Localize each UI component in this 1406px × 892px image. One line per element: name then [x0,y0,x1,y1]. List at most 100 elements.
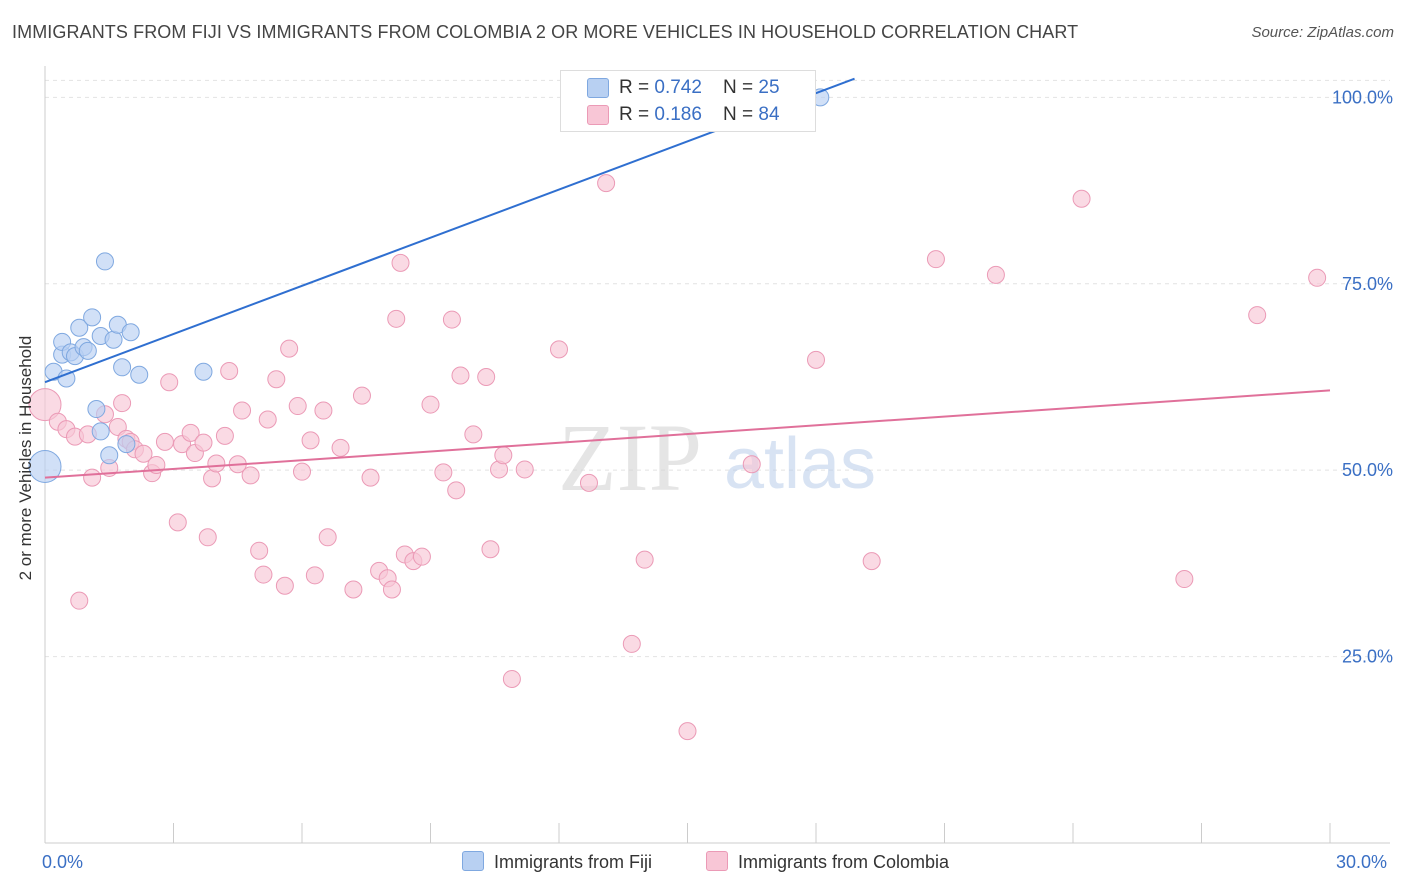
legend-item-colombia: Immigrants from Colombia [706,851,949,873]
y-tick-label-75: 75.0% [1342,274,1393,294]
colombia-point-65 [494,446,513,465]
colombia-point-10 [113,394,132,413]
colombia-point-46 [352,386,371,405]
colombia-point-67 [515,460,534,479]
fiji-point-7 [70,318,89,337]
colombia-point-36 [275,576,294,595]
fiji-point-22 [194,362,213,381]
colombia-point-41 [305,566,324,585]
legend-fiji-swatch [462,851,484,871]
colombia-point-51 [387,309,406,328]
colombia-point-33 [254,565,273,584]
colombia-point-37 [280,339,299,358]
colombia-point-78 [986,265,1005,284]
colombia-point-80 [1175,570,1194,589]
watermark: ZIP atlas [558,404,876,511]
colombia-point-68 [550,340,568,359]
y-axis-label: 2 or more Vehicles in Household [16,335,35,581]
colombia-point-66 [502,669,521,688]
watermark-zip: ZIP [558,404,702,511]
fiji-point-4 [57,369,76,388]
axes [44,66,1390,844]
fiji-point-20 [121,323,140,342]
colombia-point-77 [926,250,945,269]
colombia-point-76 [862,552,881,571]
colombia-point-60 [451,366,470,385]
fiji-point-9 [78,341,97,360]
colombia-stats-text: R = 0.186 N = 84 [619,104,780,126]
colombia-point-24 [198,528,217,547]
grid-lines [45,79,1390,658]
colombia-point-45 [344,580,363,599]
colombia-point-55 [412,547,431,566]
y-tick-label-50: 50.0% [1342,460,1393,480]
fiji-point-18 [113,358,132,377]
x-max-label: 30.0% [1336,852,1388,872]
colombia-point-58 [442,310,461,329]
fiji-r-label: R = [619,77,655,98]
colombia-point-43 [318,528,337,547]
colombia-point-56 [421,395,440,414]
colombia-point-18 [160,373,179,392]
chart-title: IMMIGRANTS FROM FIJI VS IMMIGRANTS FROM … [12,22,1079,42]
colombia-point-79 [1072,189,1091,208]
y-tick-labels: 25.0% 50.0% 75.0% 100.0% [1332,87,1393,666]
source-label: Source: ZipAtlas.com [1251,24,1394,41]
colombia-point-44 [331,438,350,457]
colombia-point-69 [579,473,598,492]
colombia-point-4 [70,591,89,610]
colombia-n-label: N = [723,104,759,125]
colombia-point-32 [250,541,269,560]
colombia-point-38 [288,397,307,416]
colombia-point-81 [1248,306,1267,325]
colombia-point-19 [168,513,187,532]
fiji-point-11 [87,400,106,419]
fiji-stats-text: R = 0.742 N = 25 [619,77,780,99]
colombia-point-17 [155,432,174,451]
fiji-point-21 [130,365,149,384]
colombia-point-28 [220,362,239,381]
fiji-r-value: 0.742 [654,77,702,98]
colombia-point-27 [215,426,234,445]
colombia-point-57 [434,463,453,482]
legend-fiji-label: Immigrants from Fiji [494,852,653,872]
stats-box: R = 0.742 N = 25 R = 0.186 N = 84 [560,70,816,132]
colombia-point-14 [134,444,153,463]
colombia-point-39 [293,462,311,481]
fiji-n-value: 25 [758,77,780,98]
colombia-point-50 [382,580,401,599]
colombia-point-0 [28,388,62,422]
colombia-point-25 [203,469,222,488]
colombia-point-47 [361,468,380,487]
colombia-point-40 [301,431,320,450]
colombia-r-label: R = [619,104,655,125]
colombia-point-52 [391,253,410,272]
colombia-r-value: 0.186 [654,104,702,125]
y-tick-label-100: 100.0% [1332,87,1393,107]
colombia-swatch [587,105,609,125]
colombia-point-72 [635,550,654,569]
colombia-point-73 [678,722,697,741]
legend: Immigrants from Fiji Immigrants from Col… [0,851,1406,877]
colombia-point-61 [464,425,483,444]
colombia-point-23 [194,433,213,452]
colombia-point-71 [622,634,641,653]
colombia-point-62 [477,367,496,386]
colombia-n-value: 84 [758,104,780,125]
colombia-point-6 [83,468,102,487]
fiji-point-12 [91,422,110,441]
colombia-point-34 [258,410,277,429]
colombia-points [28,174,1327,741]
fiji-point-19 [117,435,136,454]
fiji-point-15 [100,446,119,465]
colombia-point-42 [314,401,333,420]
colombia-point-70 [597,174,616,193]
colombia-point-31 [241,466,260,485]
fiji-point-0 [28,449,62,483]
stats-row-colombia: R = 0.186 N = 84 [561,102,815,128]
fiji-points [28,88,830,483]
colombia-point-30 [233,401,252,420]
fiji-point-10 [83,308,102,327]
y-tick-label-25: 25.0% [1342,647,1393,667]
colombia-trend-line [44,389,1331,479]
